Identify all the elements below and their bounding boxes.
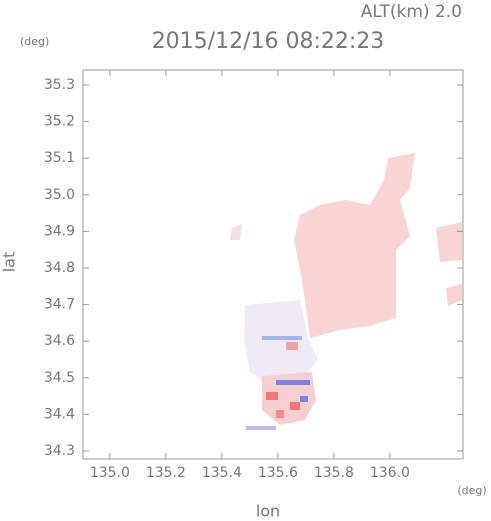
x-tick-label: 135.8 bbox=[314, 465, 354, 481]
chart-title: 2015/12/16 08:22:23 bbox=[152, 29, 385, 54]
echo-cell bbox=[290, 402, 300, 410]
echo-region bbox=[436, 222, 462, 262]
plot-frame bbox=[82, 69, 464, 460]
y-tick-label: 34.6 bbox=[44, 333, 75, 349]
echo-cell bbox=[262, 336, 302, 340]
y-tick-label: 34.4 bbox=[44, 406, 75, 422]
echo-cell bbox=[300, 396, 308, 402]
x-tick-label: 135.2 bbox=[146, 465, 186, 481]
echo-cell bbox=[266, 392, 278, 400]
y-tick-label: 35.1 bbox=[44, 150, 75, 166]
y-tick-label: 35.3 bbox=[44, 77, 75, 93]
echo-cell bbox=[276, 410, 284, 418]
y-tick-label: 35.2 bbox=[44, 114, 75, 130]
x-tick-label: 136.0 bbox=[370, 465, 410, 481]
echo-region bbox=[244, 300, 318, 396]
echo-cell bbox=[286, 342, 298, 350]
y-tick-label: 34.8 bbox=[44, 260, 75, 276]
x-tick-label: 135.0 bbox=[90, 465, 130, 481]
y-tick-label: 34.9 bbox=[44, 223, 75, 239]
altitude-label: ALT(km) 2.0 bbox=[361, 2, 462, 22]
echo-cell bbox=[246, 426, 276, 430]
echo-cell bbox=[276, 380, 310, 385]
x-tick-label: 135.4 bbox=[202, 465, 242, 481]
y-tick-label: 34.3 bbox=[44, 443, 75, 459]
echo-field bbox=[230, 153, 462, 430]
y-tick-label: 35.0 bbox=[44, 187, 75, 203]
echo-region bbox=[230, 224, 242, 240]
x-unit: (deg) bbox=[457, 484, 486, 497]
y-unit: (deg) bbox=[20, 35, 49, 48]
echo-region bbox=[294, 153, 415, 338]
y-tick-label: 34.7 bbox=[44, 297, 75, 313]
y-tick-label: 34.5 bbox=[44, 370, 75, 386]
x-axis-label: lon bbox=[256, 502, 280, 521]
x-tick-label: 135.6 bbox=[258, 465, 298, 481]
echo-region bbox=[446, 284, 462, 306]
y-axis-label: lat bbox=[0, 252, 19, 273]
echo-region bbox=[262, 372, 316, 425]
